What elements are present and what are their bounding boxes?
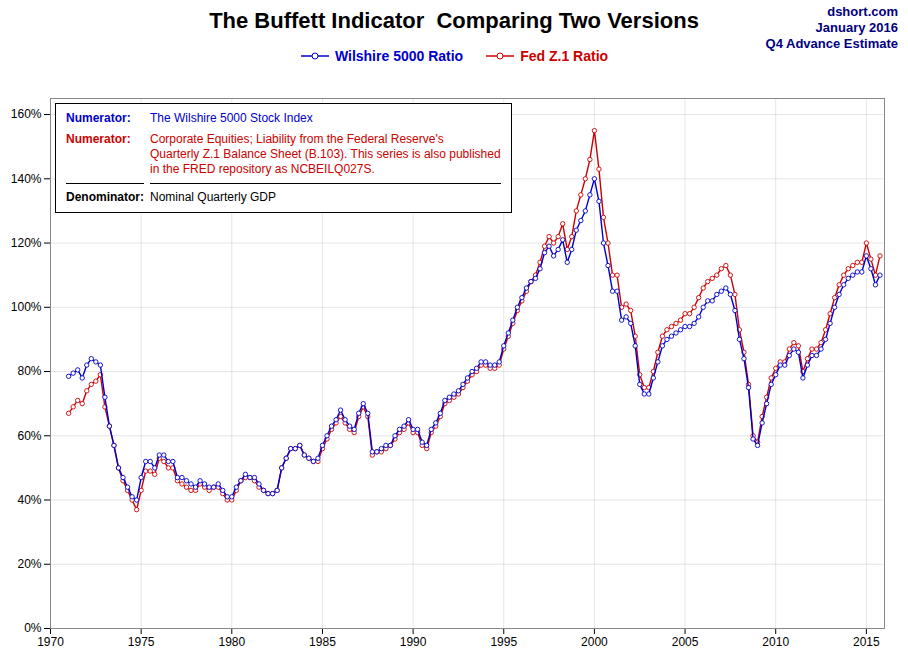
svg-text:2005: 2005	[672, 635, 699, 649]
html-text:Fed Z.1 Ratio: Fed Z.1 Ratio	[520, 48, 609, 64]
svg-text:1970: 1970	[37, 635, 64, 649]
html-text:The Buffett Indicator Comparin: The Buffett Indicator Comparing Two Vers…	[209, 8, 699, 33]
svg-text:20%: 20%	[17, 557, 41, 571]
html-text:Numerator:: Numerator:	[66, 132, 131, 146]
html-text:Numerator:: Numerator:	[66, 111, 131, 125]
svg-text:2010: 2010	[762, 635, 789, 649]
svg-text:80%: 80%	[17, 364, 41, 378]
svg-text:120%: 120%	[11, 236, 42, 250]
svg-text:2015: 2015	[853, 635, 880, 649]
svg-text:1985: 1985	[309, 635, 336, 649]
html-text:Nominal Quarterly GDP: Nominal Quarterly GDP	[150, 190, 276, 204]
html-text:Wilshire 5000 Ratio: Wilshire 5000 Ratio	[334, 48, 464, 64]
svg-text:100%: 100%	[11, 300, 42, 314]
svg-text:1975: 1975	[128, 635, 155, 649]
svg-text:1980: 1980	[218, 635, 245, 649]
svg-text:1990: 1990	[400, 635, 427, 649]
html-text:The Wilshire 5000 Stock Index: The Wilshire 5000 Stock Index	[150, 111, 313, 125]
svg-text:2000: 2000	[581, 635, 608, 649]
svg-text:0%: 0%	[24, 621, 42, 635]
html-text:Denominator:: Denominator:	[66, 190, 144, 204]
html-text:Corporate Equities; Liability: Corporate Equities; Liability from the F…	[150, 132, 501, 176]
html-text:dshort.com January 2016 Q4 Adv: dshort.com January 2016 Q4 Advance Estim…	[765, 4, 898, 51]
svg-text:40%: 40%	[17, 493, 41, 507]
svg-text:60%: 60%	[17, 429, 41, 443]
svg-text:140%: 140%	[11, 172, 42, 186]
svg-text:1995: 1995	[490, 635, 517, 649]
svg-text:160%: 160%	[11, 107, 42, 121]
